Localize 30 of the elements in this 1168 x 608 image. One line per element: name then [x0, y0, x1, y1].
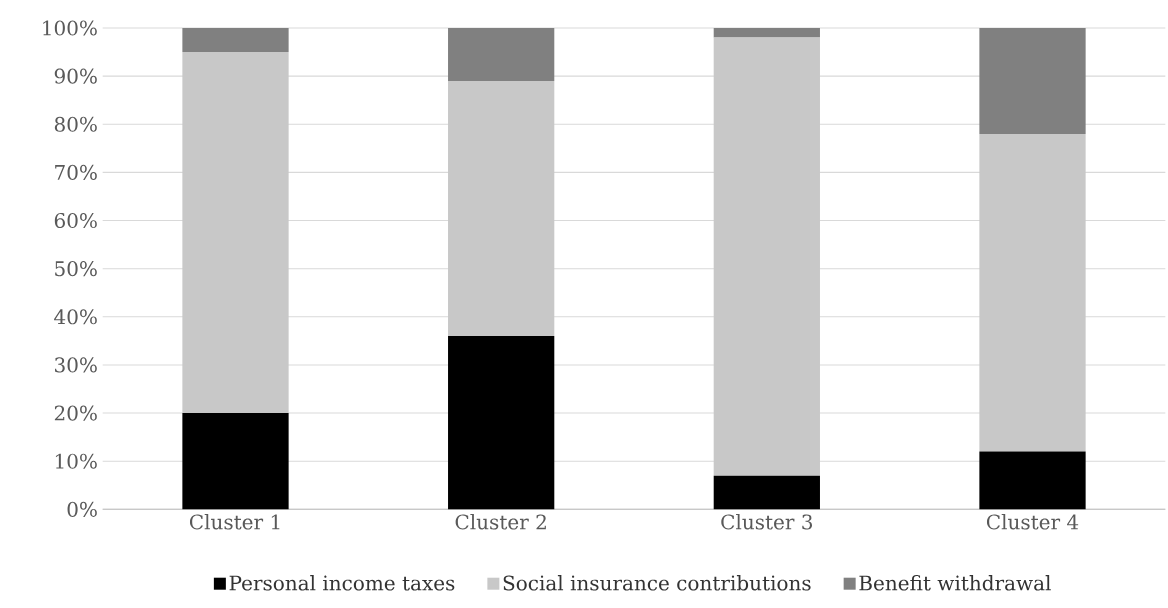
- x-tick-label: Cluster 4: [986, 514, 1079, 530]
- bar: [979, 451, 1086, 510]
- bar: [182, 52, 289, 414]
- bar: [713, 475, 820, 510]
- x-tick-label: Cluster 2: [455, 514, 546, 530]
- legend-label: Benefit withdrawal: [859, 575, 1051, 591]
- bar: [979, 133, 1086, 452]
- y-tick-label: 40%: [54, 309, 97, 325]
- bar: [182, 28, 289, 53]
- bar: [182, 413, 289, 510]
- bar: [448, 28, 555, 81]
- bar: [979, 28, 1086, 134]
- y-tick-label: 10%: [55, 453, 97, 469]
- y-tick-label: 80%: [54, 116, 97, 132]
- x-tick-label: Cluster 1: [189, 514, 280, 530]
- y-tick-label: 100%: [43, 20, 97, 36]
- y-tick-label: 70%: [55, 164, 97, 180]
- bar: [713, 37, 820, 476]
- bar: [448, 336, 555, 510]
- y-tick-label: 60%: [54, 212, 97, 229]
- legend-label: Personal income taxes: [229, 575, 455, 591]
- y-tick-label: 50%: [55, 261, 97, 277]
- y-tick-label: 30%: [55, 357, 97, 373]
- bar: [713, 28, 820, 38]
- bar: [448, 80, 555, 337]
- legend-label: Social insurance contributions: [503, 575, 811, 591]
- x-tick-label: Cluster 3: [721, 514, 812, 530]
- y-tick-label: 90%: [54, 68, 97, 84]
- y-tick-label: 0%: [67, 501, 97, 517]
- y-tick-label: 20%: [54, 405, 97, 421]
